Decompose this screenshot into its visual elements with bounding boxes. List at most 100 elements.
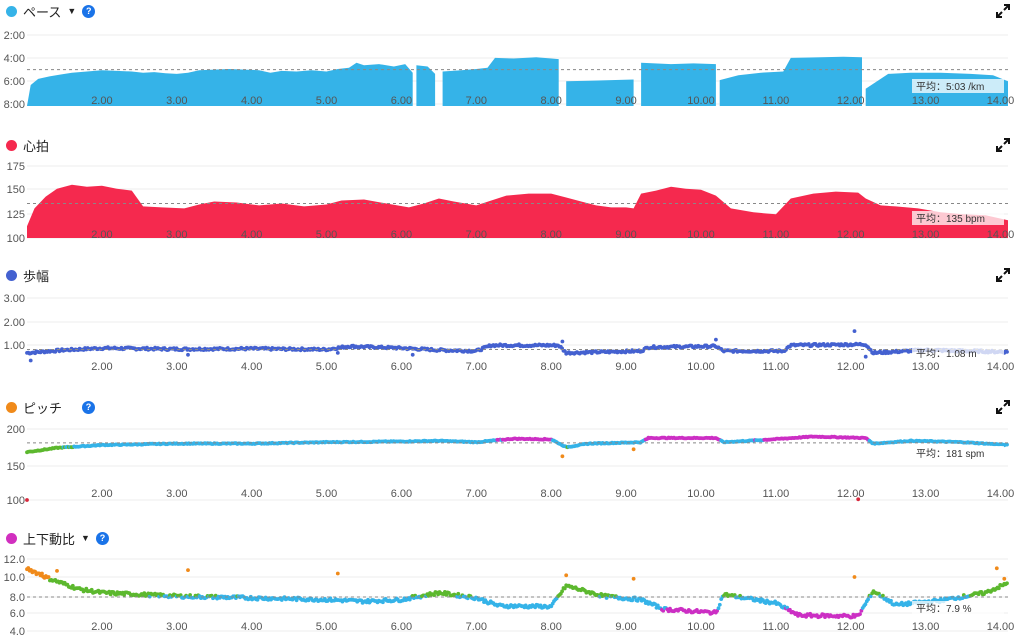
vertical_ratio-point <box>630 598 635 603</box>
expand-icon[interactable] <box>996 400 1010 414</box>
stride-x-tick-label: 3.00 <box>166 361 187 373</box>
vertical_ratio-x-tick-label: 4.00 <box>241 621 262 633</box>
vertical_ratio-outlier-point <box>186 568 190 572</box>
stride-x-tick-label: 6.00 <box>391 361 412 373</box>
pace-x-tick-label: 10.00 <box>687 95 715 107</box>
expand-icon[interactable] <box>996 138 1010 152</box>
pitch-y-tick-label: 200 <box>7 424 25 436</box>
pitch-header: ピッチ ? <box>6 398 96 416</box>
stride-outlier-point <box>714 337 718 342</box>
stride-x-tick-label: 12.00 <box>837 361 865 373</box>
vertical_ratio-outlier-point <box>852 575 857 579</box>
vertical_ratio-x-tick-label: 9.00 <box>615 621 636 633</box>
pitch-x-tick-label: 6.00 <box>391 488 412 500</box>
pace-chart: 2:00 4:00 6:00 8:00 2.00 3.00 4.00 5.00 6.00 7.00… <box>4 30 1015 111</box>
stride-x-tick-label: 11.00 <box>763 361 790 373</box>
stride-panel: 歩幅 3.00 2.00 1.00 2.00 3.00 4.00 5.00 6.00 7.00 8… <box>0 264 1024 384</box>
heart_rate-x-tick-label: 4.00 <box>241 229 262 241</box>
pitch-y-tick-label: 100 <box>7 495 25 507</box>
stride-x-tick-label: 13.00 <box>912 361 940 373</box>
vertical_ratio-y-tick-label: 4.0 <box>10 626 25 638</box>
vertical_ratio-point <box>560 589 564 594</box>
heart_rate-x-tick-label: 14.00 <box>987 229 1015 241</box>
vertical_ratio-point <box>661 608 666 613</box>
pace-x-tick-label: 13.00 <box>912 95 940 107</box>
stride-outlier-point <box>28 358 33 363</box>
pitch-x-tick-label: 9.00 <box>615 488 636 500</box>
vertical_ratio-point <box>889 598 893 603</box>
heart-rate-chart: 175 150 125 100 2.00 3.00 4.00 5.00 6.00 7.00 8.00… <box>7 161 1015 245</box>
pitch-average-label: 平均：181 spm <box>916 448 984 460</box>
vertical_ratio-point <box>804 615 808 619</box>
vertical_ratio-outlier-point <box>335 571 340 576</box>
vertical_ratio-x-tick-label: 10.00 <box>687 621 715 633</box>
help-icon[interactable]: ? <box>95 531 109 545</box>
vertical_ratio-point <box>716 606 721 611</box>
pitch-outlier-point <box>631 447 636 452</box>
pitch-legend-dot <box>6 401 17 413</box>
pace-y-tick-label: 8:00 <box>4 99 25 111</box>
heart_rate-y-tick-label: 175 <box>7 161 25 173</box>
vertical_ratio-point <box>717 602 722 607</box>
stride-x-tick-label: 7.00 <box>466 361 487 373</box>
stride-y-tick-label: 1.00 <box>4 340 25 352</box>
pace-area-segment <box>719 56 862 106</box>
expand-icon[interactable] <box>996 4 1010 18</box>
pace-x-tick-label: 7.00 <box>466 95 487 107</box>
vertical_ratio-average-label-bg <box>912 601 1004 615</box>
pitch-outlier-point <box>560 454 565 459</box>
pitch-x-tick-label: 10.00 <box>687 488 715 500</box>
vertical_ratio-point <box>432 593 436 597</box>
vertical_ratio-average-label: 平均：7.9 % <box>916 603 972 615</box>
pitch-x-tick-label: 7.00 <box>466 488 487 500</box>
vertical_ratio-point <box>562 586 567 591</box>
stride-average-label: 平均：1.08 m <box>916 348 977 360</box>
pitch-x-tick-label: 3.00 <box>166 488 187 500</box>
vertical_ratio-point <box>997 586 1001 591</box>
pace-x-tick-label: 8.00 <box>540 95 561 107</box>
pitch-chart: 200 150 100 2.00 3.00 4.00 5.00 6.00 7.00 8.00 9.0… <box>7 424 1015 507</box>
pace-x-tick-label: 6.00 <box>391 95 412 107</box>
vertical_ratio-x-tick-label: 12.00 <box>837 621 865 633</box>
stride-y-tick-label: 3.00 <box>4 293 25 305</box>
pitch-x-tick-label: 2.00 <box>91 488 112 500</box>
pitch-x-tick-label: 14.00 <box>987 488 1015 500</box>
vertical_ratio-point <box>863 602 868 607</box>
stride-outlier-point <box>186 352 190 357</box>
heart_rate-x-tick-label: 10.00 <box>687 229 715 241</box>
vertical_ratio-x-tick-label: 8.00 <box>540 621 561 633</box>
expand-icon[interactable] <box>996 268 1010 282</box>
pitch-x-tick-label: 13.00 <box>912 488 940 500</box>
vertical_ratio-point <box>84 586 89 591</box>
pace-x-tick-label: 3.00 <box>166 95 187 107</box>
vertical_ratio-x-tick-label: 3.00 <box>166 621 187 633</box>
help-icon[interactable]: ? <box>82 4 96 18</box>
stride-outlier-point <box>560 339 565 344</box>
pace-average-label-bg <box>912 79 1004 93</box>
stride-chart: 3.00 2.00 1.00 2.00 3.00 4.00 5.00 6.00 7.00 8.00… <box>4 293 1015 373</box>
stride-point <box>562 349 567 353</box>
stride-outlier-point <box>863 354 868 359</box>
heart_rate-x-tick-label: 2.00 <box>91 229 112 241</box>
vertical_ratio-outlier-point <box>1002 576 1007 581</box>
heart-rate-header: 心拍 <box>6 136 49 154</box>
vertical_ratio-x-tick-label: 11.00 <box>763 621 790 633</box>
stride-outlier-point <box>335 351 340 355</box>
heart-rate-panel: 心拍 175 150 125 100 2.00 3.00 4.00 5.00 6.00 7.00 8… <box>0 134 1024 254</box>
stride-y-tick-label: 2.00 <box>4 317 25 329</box>
vertical-ratio-legend-dot <box>6 532 17 544</box>
pace-average-label: 平均：5:03 /km <box>916 81 984 93</box>
help-icon[interactable]: ? <box>82 400 96 414</box>
vertical_ratio-point <box>866 597 870 602</box>
vertical-ratio-title: 上下動比 <box>23 531 76 547</box>
vertical_ratio-y-tick-label: 6.0 <box>10 608 25 620</box>
stride-x-tick-label: 14.00 <box>987 361 1015 373</box>
chevron-down-icon[interactable]: ▼ <box>81 533 90 543</box>
stride-point <box>1005 350 1009 354</box>
pitch-x-tick-label: 12.00 <box>837 488 865 500</box>
vertical_ratio-x-tick-label: 7.00 <box>466 621 487 633</box>
pace-y-tick-label: 2:00 <box>4 30 25 42</box>
chevron-down-icon[interactable]: ▼ <box>67 6 77 16</box>
pace-x-tick-label: 5.00 <box>316 95 337 107</box>
vertical_ratio-y-tick-label: 8.0 <box>10 592 25 604</box>
